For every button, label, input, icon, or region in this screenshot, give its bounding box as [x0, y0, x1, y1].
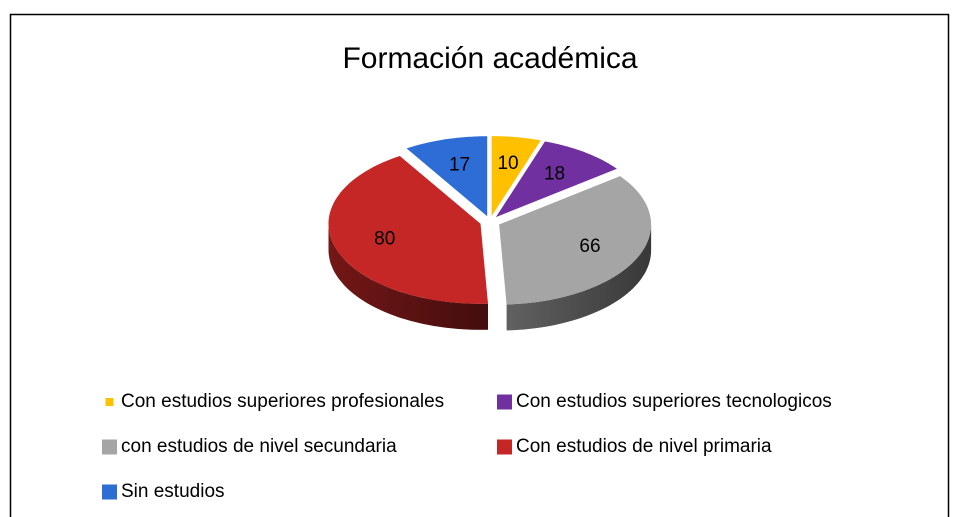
legend-label: Con estudios de nivel primaria	[516, 436, 772, 457]
slice	[491, 136, 541, 217]
data-label: 66	[579, 236, 600, 257]
legend-swatch	[497, 394, 512, 410]
legend-swatch	[102, 484, 117, 500]
data-label: 80	[374, 229, 395, 250]
slice	[499, 176, 652, 305]
legend-label: Con estudios superiores tecnologicos	[516, 391, 832, 412]
chart-title: Formación académica	[342, 42, 637, 75]
data-label: 17	[449, 154, 470, 175]
legend-label: Con estudios superiores profesionales	[121, 391, 444, 412]
slice-side-shade	[328, 223, 488, 330]
data-label: 10	[497, 153, 518, 174]
legend-swatch	[105, 398, 114, 406]
legend-swatch	[102, 439, 117, 455]
legend-swatch	[497, 439, 512, 455]
slice	[495, 141, 617, 218]
legend: Con estudios superiores profesionales Con…	[102, 391, 832, 502]
legend-label: con estudios de nivel secundaria	[121, 436, 397, 457]
slice	[406, 136, 488, 217]
legend-label: Sin estudios	[121, 481, 225, 502]
slice-side-shade	[506, 224, 652, 331]
pie: 10 18 66 80 17	[328, 136, 652, 331]
slice	[328, 156, 488, 304]
data-label: 18	[544, 163, 565, 184]
